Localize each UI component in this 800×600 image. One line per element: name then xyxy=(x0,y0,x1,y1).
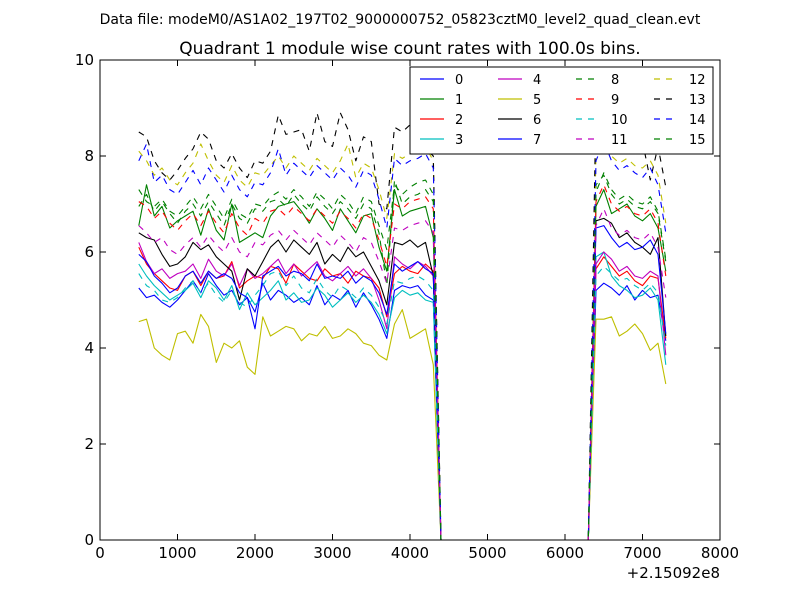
series-line-8 xyxy=(138,174,667,541)
suptitle: Data file: modeM0/AS1A02_197T02_90000007… xyxy=(100,12,701,28)
legend-label-11: 11 xyxy=(611,133,628,148)
legend-label-7: 7 xyxy=(533,133,541,148)
y-tick-label-10: 10 xyxy=(75,51,94,69)
legend-label-5: 5 xyxy=(533,93,541,108)
legend-label-9: 9 xyxy=(611,93,619,108)
y-tick-label-0: 0 xyxy=(84,531,94,549)
legend-label-4: 4 xyxy=(533,73,541,88)
legend-label-1: 1 xyxy=(455,93,463,108)
legend-label-6: 6 xyxy=(533,113,541,128)
x-tick-label-6000: 6000 xyxy=(546,544,584,562)
x-tick-label-8000: 8000 xyxy=(701,544,739,562)
legend-label-2: 2 xyxy=(455,113,463,128)
x-tick-label-2000: 2000 xyxy=(236,544,274,562)
x-tick-label-3000: 3000 xyxy=(313,544,351,562)
series-line-12 xyxy=(138,131,667,541)
series-line-1 xyxy=(138,184,667,541)
series-line-10 xyxy=(138,265,667,541)
x-tick-label-7000: 7000 xyxy=(623,544,661,562)
chart-title: Quadrant 1 module wise count rates with … xyxy=(179,39,640,59)
x-tick-label-4000: 4000 xyxy=(391,544,429,562)
x-tick-label-5000: 5000 xyxy=(468,544,506,562)
legend-label-0: 0 xyxy=(455,73,463,88)
legend-label-3: 3 xyxy=(455,133,463,148)
plot-area: 0 1000 2000 3000 4000 5000 6000 7000 80000246810… xyxy=(75,51,739,562)
series-line-5 xyxy=(138,309,667,541)
series-line-4 xyxy=(138,242,667,541)
series-line-6 xyxy=(138,217,667,541)
legend-label-15: 15 xyxy=(689,133,706,148)
legend-label-10: 10 xyxy=(611,113,628,128)
series-line-11 xyxy=(138,208,667,541)
series-line-15 xyxy=(138,172,667,541)
legend-label-13: 13 xyxy=(689,93,706,108)
legend-label-8: 8 xyxy=(611,73,619,88)
x-tick-label-1000: 1000 xyxy=(158,544,196,562)
legend-box xyxy=(409,66,714,155)
y-tick-label-6: 6 xyxy=(84,243,94,261)
y-tick-label-8: 8 xyxy=(84,147,94,165)
series-line-7 xyxy=(138,225,667,541)
y-tick-label-2: 2 xyxy=(84,435,94,453)
legend-label-12: 12 xyxy=(689,73,706,88)
legend-label-14: 14 xyxy=(689,113,706,128)
x-tick-label-0: 0 xyxy=(95,544,105,562)
y-tick-label-4: 4 xyxy=(84,339,94,357)
x-axis-offset-label: +2.15092e8 xyxy=(627,564,720,582)
